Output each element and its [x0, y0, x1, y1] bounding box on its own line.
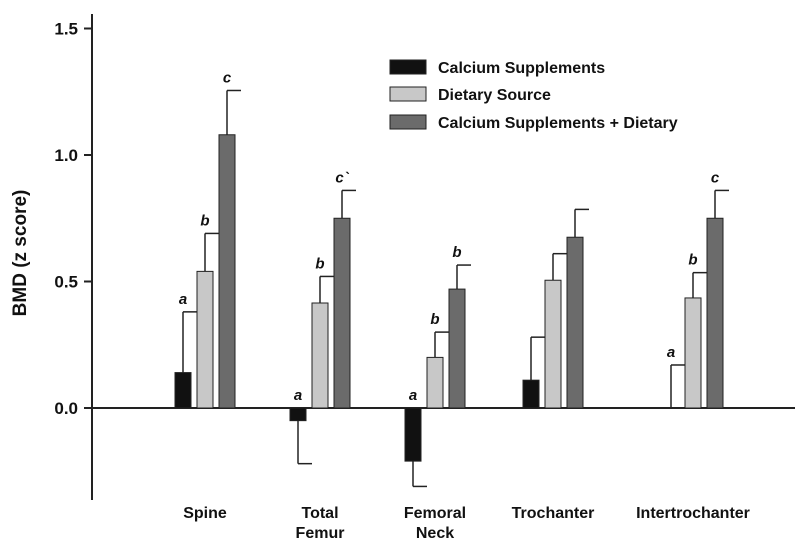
bar	[426, 356, 444, 409]
significance-label: a	[294, 387, 302, 404]
y-tick-label: 1.5	[54, 20, 78, 39]
bar	[196, 270, 214, 409]
bar	[333, 217, 351, 409]
significance-label: b	[315, 255, 324, 272]
category-label: Total	[301, 505, 338, 522]
legend-label: Dietary Source	[438, 87, 551, 104]
bar	[218, 134, 236, 409]
significance-label: c	[711, 169, 720, 186]
category-label: Femoral	[404, 505, 466, 522]
significance-label: c`	[335, 169, 349, 186]
y-axis-label: BMD (z score)	[10, 190, 31, 317]
legend-label: Calcium Supplements + Dietary	[438, 115, 678, 132]
legend-label: Calcium Supplements	[438, 60, 605, 77]
legend-swatch	[389, 59, 427, 75]
significance-label: b	[452, 244, 461, 261]
bar	[174, 372, 192, 409]
significance-label: c	[223, 69, 232, 86]
significance-label: a	[409, 387, 417, 404]
bar	[684, 297, 702, 409]
legend-swatch	[389, 86, 427, 102]
bar	[522, 379, 540, 409]
y-tick-label: 0.5	[54, 273, 78, 292]
significance-label: b	[688, 252, 697, 269]
significance-label: a	[667, 344, 675, 361]
bars	[174, 89, 729, 488]
bar	[311, 302, 329, 409]
significance-label: b	[200, 212, 209, 229]
category-label-line2: Femur	[296, 525, 345, 542]
bar	[544, 279, 562, 409]
bar	[706, 217, 724, 409]
bar	[289, 407, 307, 422]
legend-swatch	[389, 114, 427, 130]
category-label: Intertrochanter	[636, 505, 750, 522]
legend: Calcium Supplements Dietary Source Calcium…	[389, 59, 678, 132]
category-label-line2: Neck	[416, 525, 454, 542]
significance-label: a	[179, 291, 187, 308]
category-label: Trochanter	[512, 505, 595, 522]
significance-label: b	[430, 311, 439, 328]
bar	[404, 407, 422, 462]
bar	[448, 288, 466, 409]
bar	[662, 407, 680, 409]
labels: a a a a b b b b c c` b c Spine Total Femur Femoral Neck T…	[179, 69, 750, 542]
category-label: Spine	[183, 505, 227, 522]
y-tick-label: 0.0	[54, 399, 78, 418]
y-tick-label: 1.0	[54, 146, 78, 165]
bar	[566, 236, 584, 409]
